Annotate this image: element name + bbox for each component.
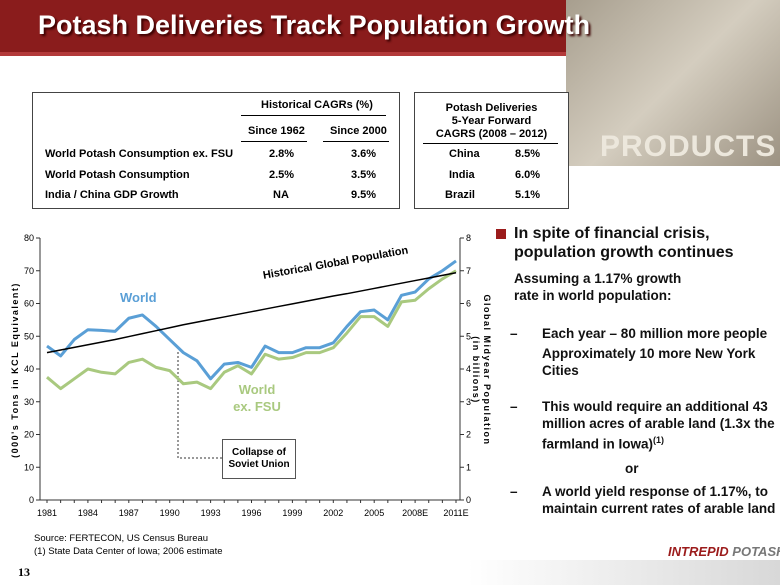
bullet-text: Assuming a 1.17% growth rate in world po… [514, 271, 682, 303]
y-tick-label: 20 [24, 430, 34, 440]
source: Source: FERTECON, US Census Bureau [34, 533, 209, 544]
annotation-leader [177, 352, 222, 459]
annotation: Collapse of Soviet Union [222, 439, 296, 479]
x-tick-label: 2005 [364, 508, 384, 518]
cell: 6.0% [515, 169, 541, 181]
row-label: World Potash Consumption [45, 169, 190, 181]
series-line [46, 259, 457, 381]
bullet-text: Each year – 80 million more people [542, 326, 768, 341]
header-image [566, 0, 780, 166]
x-tick-label: 2011E [443, 508, 468, 518]
column-header: Since 1962 [248, 125, 305, 137]
y-tick-label: 10 [24, 462, 34, 472]
cell: 9.5% [351, 189, 377, 201]
bullet-text: A world yield response of 1.17%, to main… [542, 484, 776, 516]
footer-bar [0, 560, 780, 585]
dash: – [510, 399, 518, 414]
y2-tick-label: 8 [466, 233, 471, 243]
y-tick-label: 0 [29, 495, 34, 505]
x-tick-label: 1987 [119, 508, 139, 518]
column-header: Since 2000 [330, 125, 387, 137]
y-axis-label: (000's Tons in KCL Equivalent) [10, 282, 20, 458]
logo-text: POTASH [732, 544, 780, 559]
y2-tick-label: 2 [466, 430, 471, 440]
y2-tick-label: 4 [466, 364, 471, 374]
chart: (000's Tons in KCL Equivalent) Global Mi… [10, 233, 492, 518]
x-tick-label: 1993 [201, 508, 221, 518]
table-title: 5-Year Forward [451, 115, 532, 127]
x-tick-label: 1999 [282, 508, 302, 518]
cell: NA [273, 189, 289, 201]
row-label: India / China GDP Growth [45, 189, 179, 201]
table-title: Potash Deliveries [445, 102, 538, 114]
slide-title: Potash Deliveries Track Population Growt… [38, 10, 591, 40]
row-label: India [449, 169, 475, 181]
y-tick-label: 60 [24, 299, 34, 309]
cell: 8.5% [515, 148, 541, 160]
bullet-main: In spite of financial crisis, population… [514, 225, 734, 261]
dash: – [510, 326, 518, 341]
y2-tick-label: 7 [466, 266, 471, 276]
y2-tick-label: 0 [466, 495, 471, 505]
y-tick-label: 50 [24, 331, 34, 341]
series-label: World ex. FSU [233, 382, 281, 414]
y2-tick-label: 3 [466, 397, 471, 407]
x-tick-label: 1984 [78, 508, 98, 518]
cell: 2.5% [269, 169, 295, 181]
cell: 2.8% [269, 148, 295, 160]
y2-axis-label: (in billions) [471, 336, 481, 404]
bullet-marker [496, 229, 506, 239]
dash: – [510, 484, 518, 499]
rule [423, 143, 558, 144]
y2-tick-label: 6 [466, 299, 471, 309]
rule [241, 141, 307, 142]
x-tick-label: 1981 [37, 508, 57, 518]
series-line [46, 271, 457, 354]
page-number: 13 [18, 565, 30, 579]
cagr-table: Historical CAGRs (%) Since 1962 Since 20… [32, 92, 400, 209]
x-tick-label: 1990 [160, 508, 180, 518]
y-tick-label: 30 [24, 397, 34, 407]
x-tick-label: 1996 [241, 508, 261, 518]
footnote: (1) State Data Center of Iowa; 2006 esti… [34, 546, 223, 557]
reference: (1) [653, 435, 665, 445]
bullet-text: This would require an additional 43 mill… [542, 399, 775, 452]
cell: 3.5% [351, 169, 377, 181]
rule [241, 115, 386, 116]
y2-tick-label: 1 [466, 462, 471, 472]
rule [323, 141, 389, 142]
y2-axis-label: Global Midyear Population [482, 294, 492, 445]
cell: 5.1% [515, 189, 541, 201]
image-text: PRODUCTS [600, 130, 777, 163]
series-line [46, 269, 457, 391]
table-title: CAGRS (2008 – 2012) [435, 128, 548, 140]
row-label: China [449, 148, 480, 160]
bullet-text: This would require an additional 43 mill… [542, 398, 776, 453]
y2-tick-label: 5 [466, 331, 471, 341]
table-title: Historical CAGRs (%) [261, 99, 373, 111]
bullet-text: Approximately 10 more New York Cities [542, 346, 756, 378]
forward-table: Potash Deliveries 5-Year Forward CAGRS (… [414, 92, 569, 209]
row-label: Brazil [445, 189, 475, 201]
x-tick-label: 2002 [323, 508, 343, 518]
series-label: World [120, 290, 157, 305]
logo: INTREPID POTASH [668, 544, 780, 559]
bullet-text: or [625, 461, 639, 476]
x-tick-label: 2008E [402, 508, 428, 518]
row-label: World Potash Consumption ex. FSU [45, 148, 234, 160]
cell: 3.6% [351, 148, 377, 160]
y-tick-label: 80 [24, 233, 34, 243]
y-tick-label: 70 [24, 266, 34, 276]
logo-text: INTREPID [668, 544, 729, 559]
y-tick-label: 40 [24, 364, 34, 374]
